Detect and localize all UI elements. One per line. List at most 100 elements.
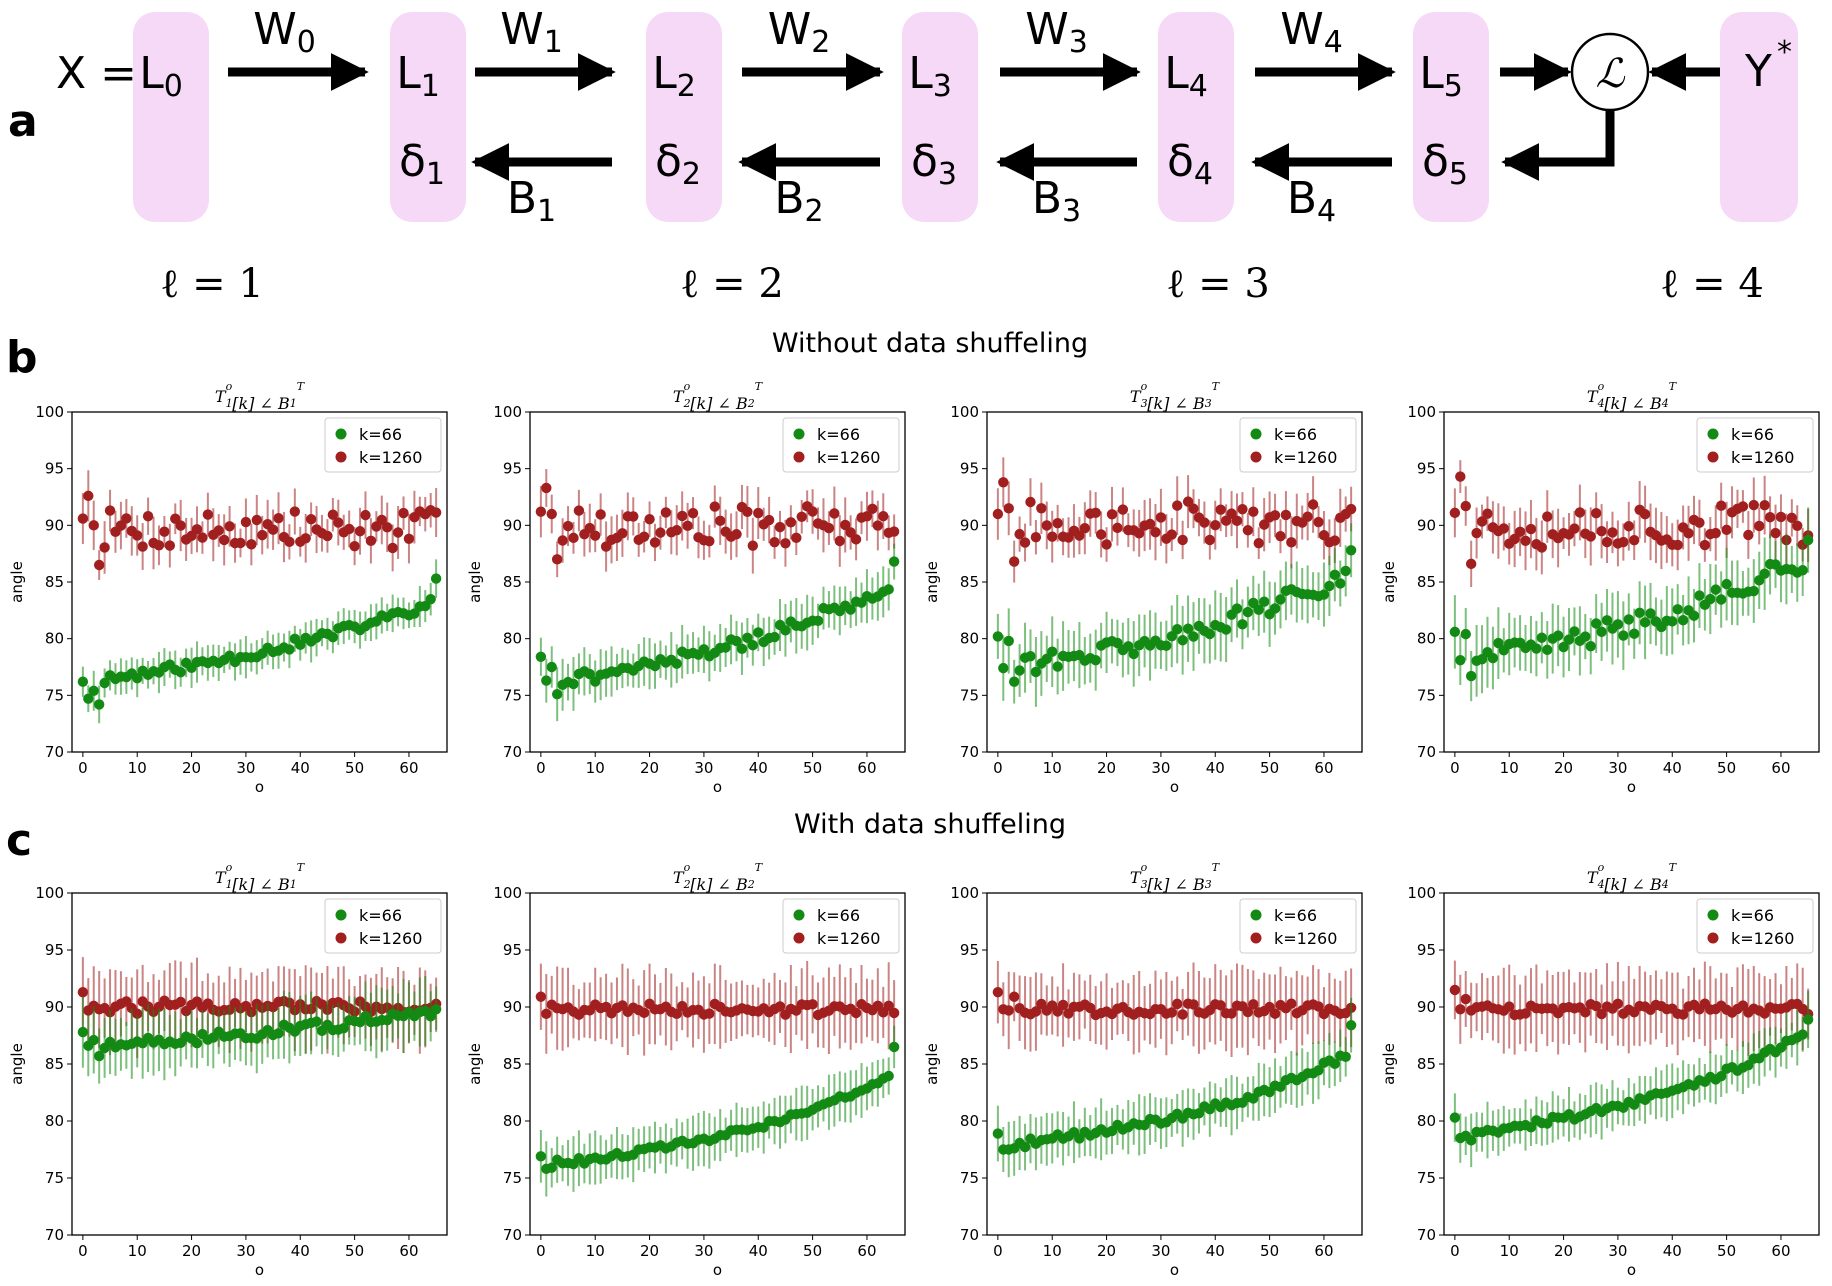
legend-label-k=66: k=66 xyxy=(1274,906,1317,925)
feedback-weight-1: B2 xyxy=(774,173,823,229)
data-point xyxy=(1542,511,1553,522)
x-tick-label: 50 xyxy=(345,1242,364,1260)
data-point xyxy=(546,508,557,520)
subplot-title-part-3: [k] ∠ B xyxy=(232,875,290,894)
x-axis-label: o xyxy=(255,1261,264,1279)
forward-weight-3: W3 xyxy=(1025,4,1088,60)
subplot-title-part-0: T xyxy=(1587,387,1599,406)
layer-label-2-base: L xyxy=(652,48,677,99)
y-tick-label: 80 xyxy=(960,1112,979,1130)
data-point xyxy=(1101,539,1112,550)
data-point xyxy=(322,530,333,542)
data-point xyxy=(1286,537,1297,548)
data-point xyxy=(1465,1135,1477,1146)
data-point xyxy=(557,535,568,546)
x-tick-label: 10 xyxy=(128,759,147,777)
data-point xyxy=(1172,500,1183,511)
data-point xyxy=(1770,527,1781,539)
data-point xyxy=(1079,523,1091,534)
legend-label-k=1260: k=1260 xyxy=(1731,929,1794,948)
x-tick-label: 0 xyxy=(993,759,1003,777)
data-point xyxy=(1792,520,1803,531)
delta-label-1-base: δ xyxy=(399,136,426,187)
data-point xyxy=(1580,631,1591,642)
series-k=66 xyxy=(1449,991,1814,1168)
layer-label-0: L0 xyxy=(139,48,183,104)
x-tick-label: 20 xyxy=(1097,1242,1116,1260)
legend-label-k=1260: k=1260 xyxy=(817,929,880,948)
x-tick-label: 40 xyxy=(291,1242,310,1260)
data-point xyxy=(1715,594,1727,605)
y-tick-label: 100 xyxy=(35,403,64,421)
data-point xyxy=(77,676,89,687)
data-point xyxy=(1329,569,1341,581)
data-point xyxy=(1455,655,1466,666)
data-point xyxy=(93,699,105,710)
y-tick-label: 70 xyxy=(1417,743,1436,761)
data-point xyxy=(93,1050,105,1062)
data-point xyxy=(671,1008,682,1020)
data-point xyxy=(1215,1000,1226,1011)
data-point xyxy=(720,642,731,653)
layer-label-2: L2 xyxy=(652,48,696,104)
subplot-title: T4o[k] ∠ B4T xyxy=(1587,861,1678,894)
y-tick-label: 85 xyxy=(960,573,979,591)
data-point xyxy=(398,507,409,519)
subplot-title-part-3: [k] ∠ B xyxy=(1147,875,1205,894)
data-point xyxy=(115,520,127,531)
x-tick-label: 0 xyxy=(536,759,546,777)
x-tick-label: 60 xyxy=(1314,759,1333,777)
forward-weight-1: W1 xyxy=(500,4,563,60)
data-point xyxy=(257,529,268,541)
data-point xyxy=(731,529,742,540)
data-point xyxy=(644,514,655,525)
data-point xyxy=(796,511,807,522)
layer-box-5 xyxy=(1413,12,1489,222)
data-point xyxy=(812,615,824,627)
forward-arrows: W0 W1 W2 W3 W4 xyxy=(228,4,1396,91)
subplot-title-part-3: [k] ∠ B xyxy=(1147,394,1205,413)
data-point xyxy=(1242,606,1254,618)
data-point xyxy=(1775,511,1787,523)
data-point xyxy=(1329,535,1341,546)
x-tick-label: 30 xyxy=(236,1242,255,1260)
data-point xyxy=(1563,634,1575,645)
data-point xyxy=(1242,525,1254,536)
data-point xyxy=(1710,584,1721,595)
data-point xyxy=(1166,631,1177,642)
y-tick-label: 100 xyxy=(35,884,64,902)
y-tick-label: 95 xyxy=(960,460,979,478)
y-tick-label: 95 xyxy=(1417,941,1436,959)
data-point xyxy=(992,986,1004,998)
data-point xyxy=(392,527,404,538)
data-point xyxy=(1269,1008,1281,1019)
data-point xyxy=(872,520,884,531)
legend-marker-k=1260 xyxy=(335,932,347,944)
data-point xyxy=(311,1016,322,1027)
y-tick-label: 75 xyxy=(1417,1169,1436,1187)
y-tick-label: 85 xyxy=(960,1055,979,1073)
layer-box-4 xyxy=(1158,12,1234,222)
data-point xyxy=(1302,511,1313,522)
legend-marker-k=1260 xyxy=(1250,932,1262,944)
data-point xyxy=(175,520,186,531)
legend-marker-k=1260 xyxy=(1707,451,1719,463)
legend-box xyxy=(324,898,442,954)
forward-weight-2-sub: 2 xyxy=(811,25,830,60)
data-point xyxy=(992,1128,1004,1139)
data-point xyxy=(1019,1141,1031,1153)
y-tick-label: 85 xyxy=(1417,573,1436,591)
subplot-title-part-1: 1 xyxy=(226,878,233,891)
y-tick-label: 85 xyxy=(1417,1055,1436,1073)
y-axis-label: angle xyxy=(923,561,941,603)
data-point xyxy=(551,554,563,565)
data-point xyxy=(1188,999,1199,1010)
data-point xyxy=(1025,496,1036,508)
data-point xyxy=(671,525,682,536)
data-point xyxy=(273,513,284,524)
subplot-title: T2o[k] ∠ B2T xyxy=(673,380,764,413)
data-point xyxy=(1166,1007,1177,1018)
data-point xyxy=(704,1008,715,1019)
